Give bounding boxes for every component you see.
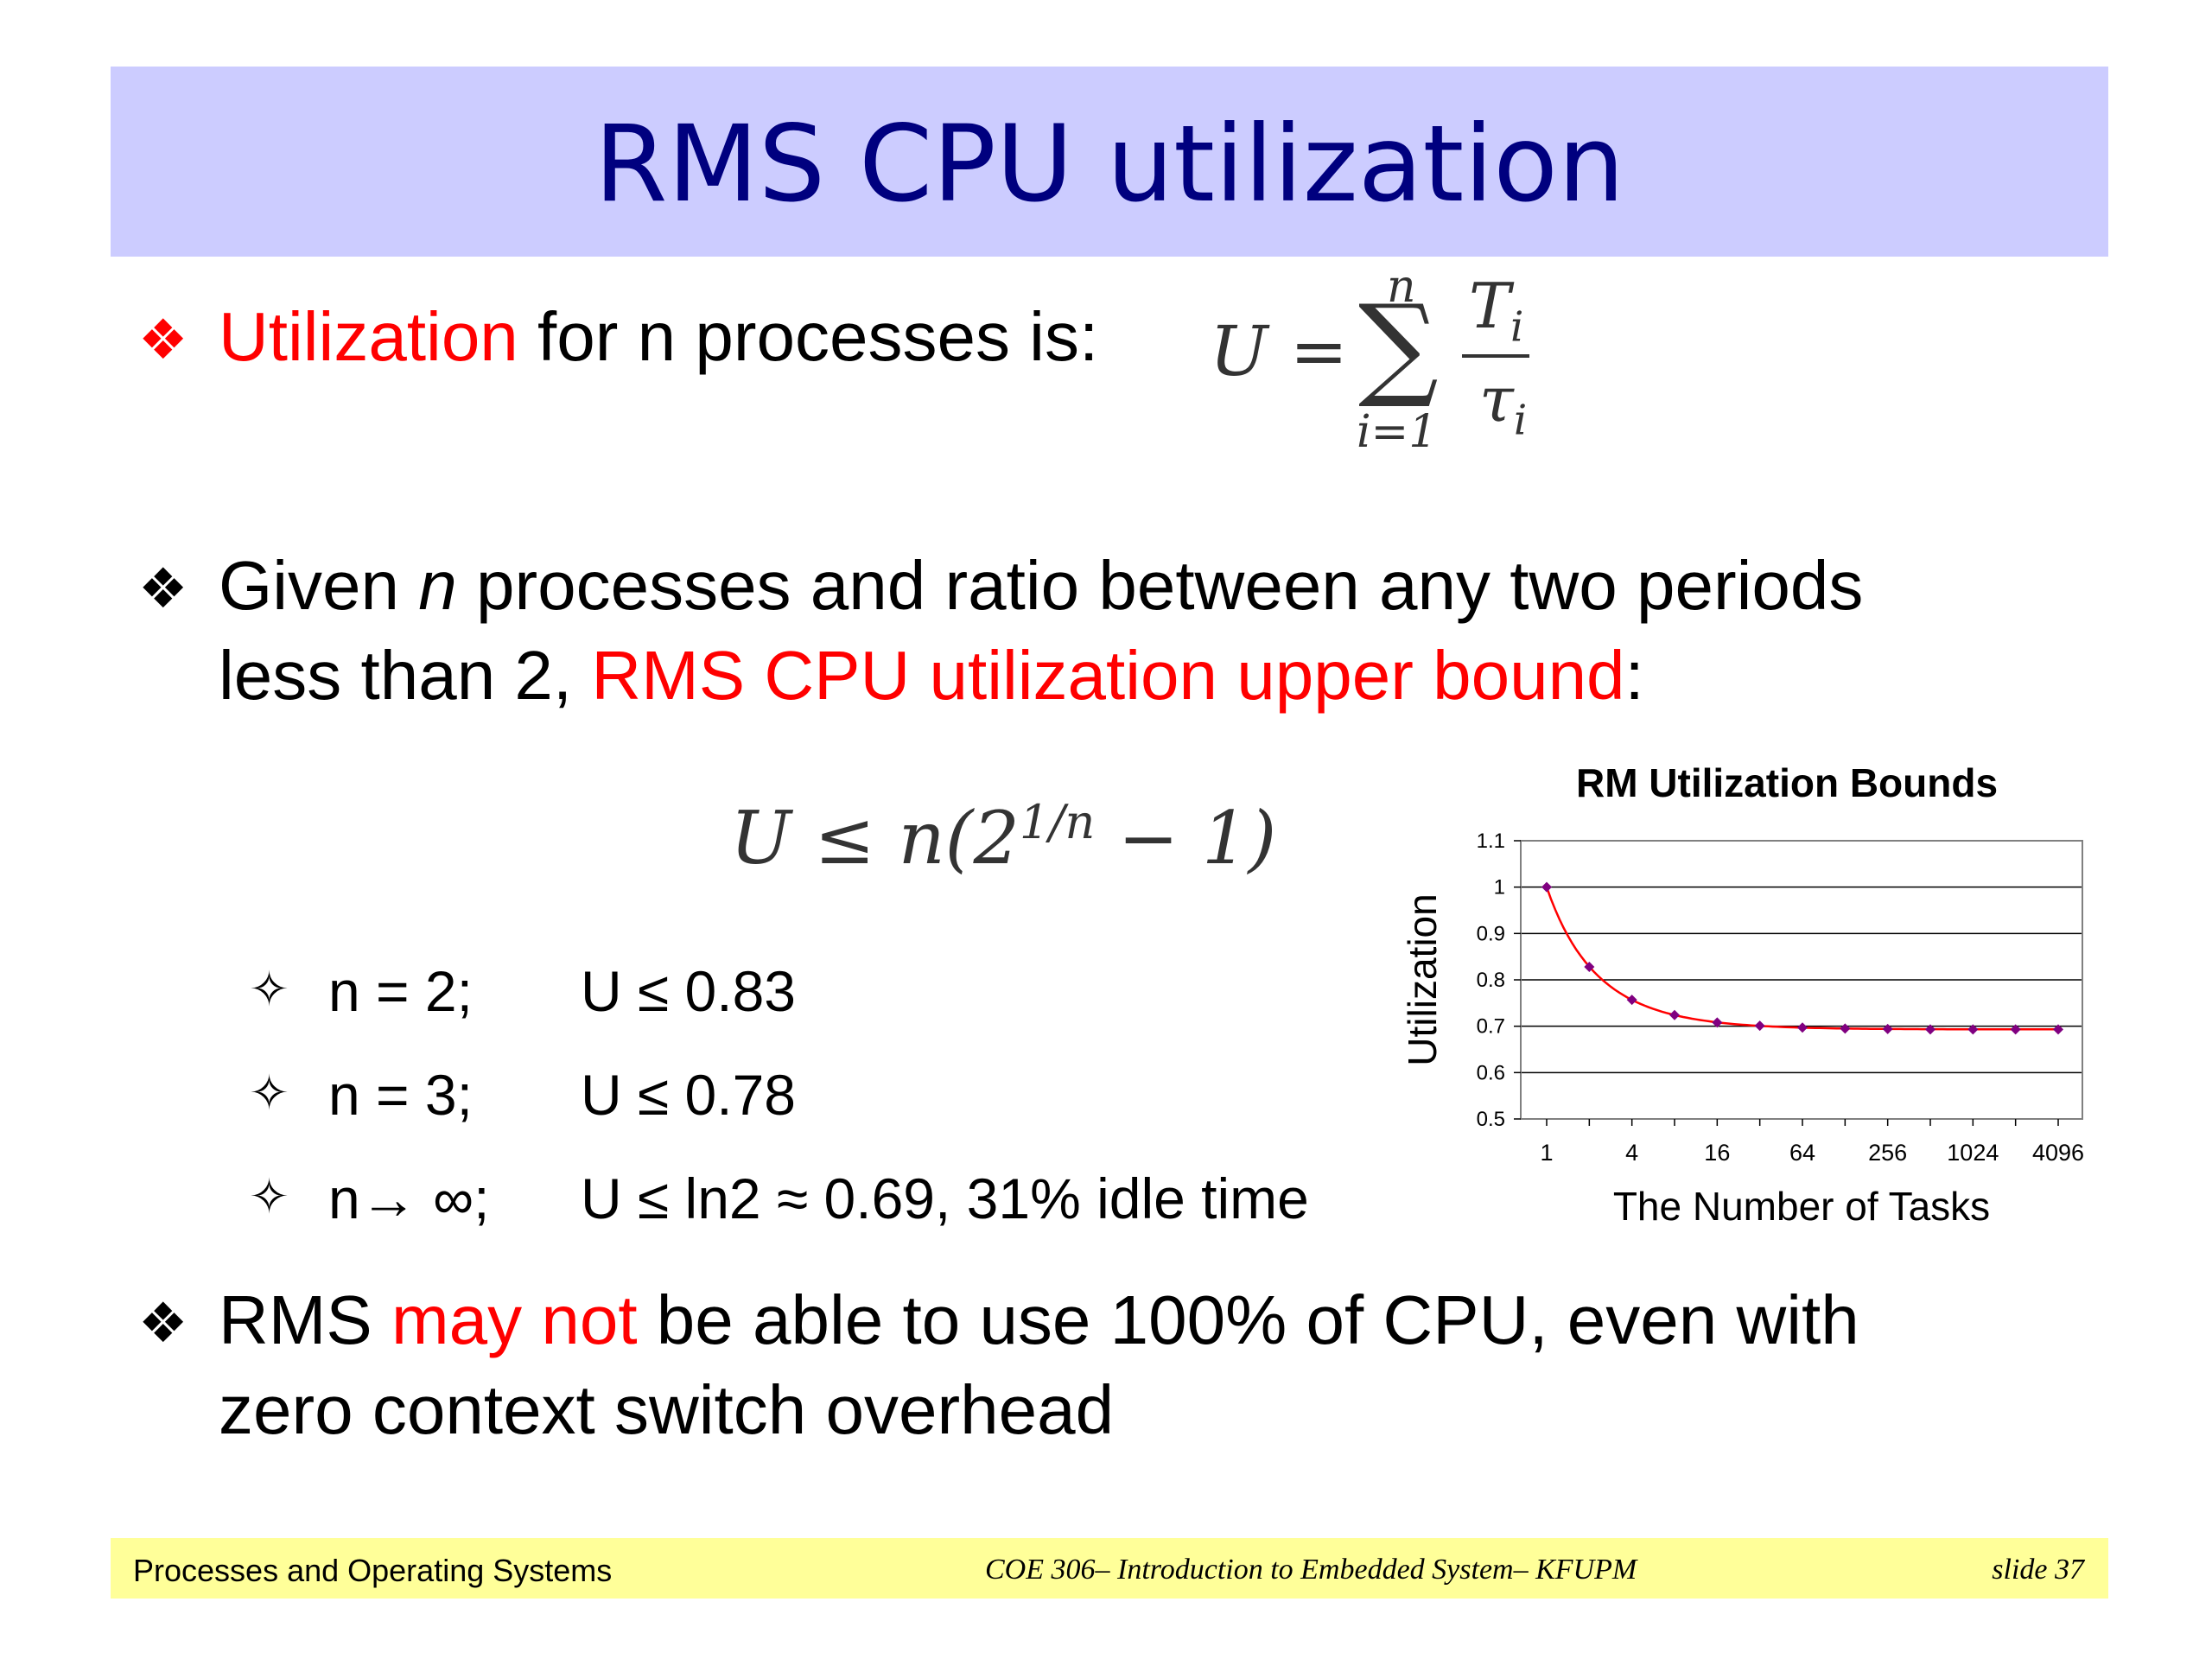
data-point bbox=[1754, 1020, 1765, 1032]
y-axis-label: Utilization bbox=[1400, 893, 1445, 1065]
case-u-2: U ≤ 0.83 bbox=[581, 959, 797, 1023]
bullet3-line2: zero context switch overhead bbox=[219, 1371, 1115, 1448]
fraction-denominator: τi bbox=[1479, 363, 1528, 445]
data-point bbox=[1882, 1023, 1893, 1034]
data-point bbox=[2010, 1024, 2021, 1035]
x-tick-label: 16 bbox=[1704, 1140, 1730, 1166]
y-tick-label: 1 bbox=[1494, 876, 1505, 899]
footer-right: slide 37 bbox=[1992, 1554, 2084, 1586]
bullet1-text: for n processes is: bbox=[518, 298, 1099, 375]
star-bullet-icon: ✧ bbox=[249, 962, 289, 1018]
title-bar: RMS CPU utilization bbox=[111, 67, 2108, 257]
case-n-inf: n→ ∞; bbox=[328, 1166, 490, 1230]
data-point bbox=[1967, 1024, 1979, 1035]
data-point bbox=[1669, 1009, 1680, 1020]
x-tick-label: 4096 bbox=[2032, 1140, 2084, 1166]
data-point bbox=[1584, 961, 1595, 972]
x-axis-label: The Number of Tasks bbox=[1613, 1184, 1990, 1229]
bullet-diamond-icon: ❖ bbox=[138, 1292, 188, 1356]
bound-curve bbox=[1545, 887, 2058, 1031]
slide-title: RMS CPU utilization bbox=[594, 103, 1625, 226]
fraction-numerator: Ti bbox=[1469, 270, 1524, 352]
footer-left: Processes and Operating Systems bbox=[133, 1553, 613, 1588]
x-tick-label: 4 bbox=[1625, 1140, 1638, 1166]
star-bullet-icon: ✧ bbox=[249, 1169, 289, 1225]
bullet-diamond-icon: ❖ bbox=[138, 308, 188, 372]
data-point bbox=[1925, 1024, 1936, 1035]
data-point bbox=[2053, 1024, 2063, 1035]
bullet-diamond-icon: ❖ bbox=[138, 557, 188, 621]
sum-upper: n bbox=[1387, 261, 1416, 313]
bullet-utilization: Utilization for n processes is: bbox=[219, 302, 1098, 372]
bullet2-line1: Given n processes and ratio between any … bbox=[219, 547, 1864, 624]
y-tick-label: 0.7 bbox=[1477, 1015, 1505, 1039]
case-n-2: n = 2; bbox=[328, 959, 473, 1023]
data-point bbox=[1626, 995, 1637, 1006]
x-tick-label: 64 bbox=[1789, 1140, 1815, 1166]
sum-lower: i=1 bbox=[1357, 406, 1438, 458]
upper-bound-formula: U ≤ n(21/n − 1) bbox=[730, 795, 1277, 880]
x-tick-label: 1024 bbox=[1947, 1140, 1999, 1166]
case-u-inf: U ≤ ln2 ≈ 0.69, 31% idle time bbox=[581, 1166, 1309, 1230]
y-tick-label: 0.6 bbox=[1477, 1061, 1505, 1084]
data-point bbox=[1712, 1017, 1723, 1028]
fraction-bar bbox=[1462, 354, 1529, 358]
case-n-3: n = 3; bbox=[328, 1063, 473, 1127]
data-point bbox=[1797, 1022, 1808, 1033]
rm-utilization-chart: RM Utilization Bounds 1.1 1 0.9 0.8 0.7 0.6 0.… bbox=[1400, 760, 2084, 1229]
data-point bbox=[1840, 1023, 1851, 1034]
bullet2-line2: less than 2, RMS CPU utilization upper b… bbox=[219, 637, 1644, 714]
y-tick-label: 0.5 bbox=[1477, 1108, 1505, 1131]
star-bullet-icon: ✧ bbox=[249, 1065, 289, 1122]
y-tick-label: 1.1 bbox=[1477, 830, 1505, 853]
y-tick-label: 0.9 bbox=[1477, 922, 1505, 945]
formula-lhs: U = bbox=[1210, 311, 1348, 391]
y-tick-label: 0.8 bbox=[1477, 969, 1505, 992]
bullet3-line1: RMS may not be able to use 100% of CPU, … bbox=[219, 1281, 1859, 1358]
utilization-word: Utilization bbox=[219, 298, 518, 375]
data-point bbox=[1541, 881, 1552, 893]
chart-title: RM Utilization Bounds bbox=[1576, 760, 1998, 805]
x-tick-label: 1 bbox=[1540, 1140, 1553, 1166]
footer-center: COE 306– Introduction to Embedded System… bbox=[985, 1554, 1637, 1586]
x-tick-label: 256 bbox=[1868, 1140, 1907, 1166]
footer-bar: Processes and Operating Systems COE 306–… bbox=[111, 1538, 2108, 1599]
sigma-icon: ∑ bbox=[1358, 280, 1439, 411]
case-u-3: U ≤ 0.78 bbox=[581, 1063, 797, 1127]
